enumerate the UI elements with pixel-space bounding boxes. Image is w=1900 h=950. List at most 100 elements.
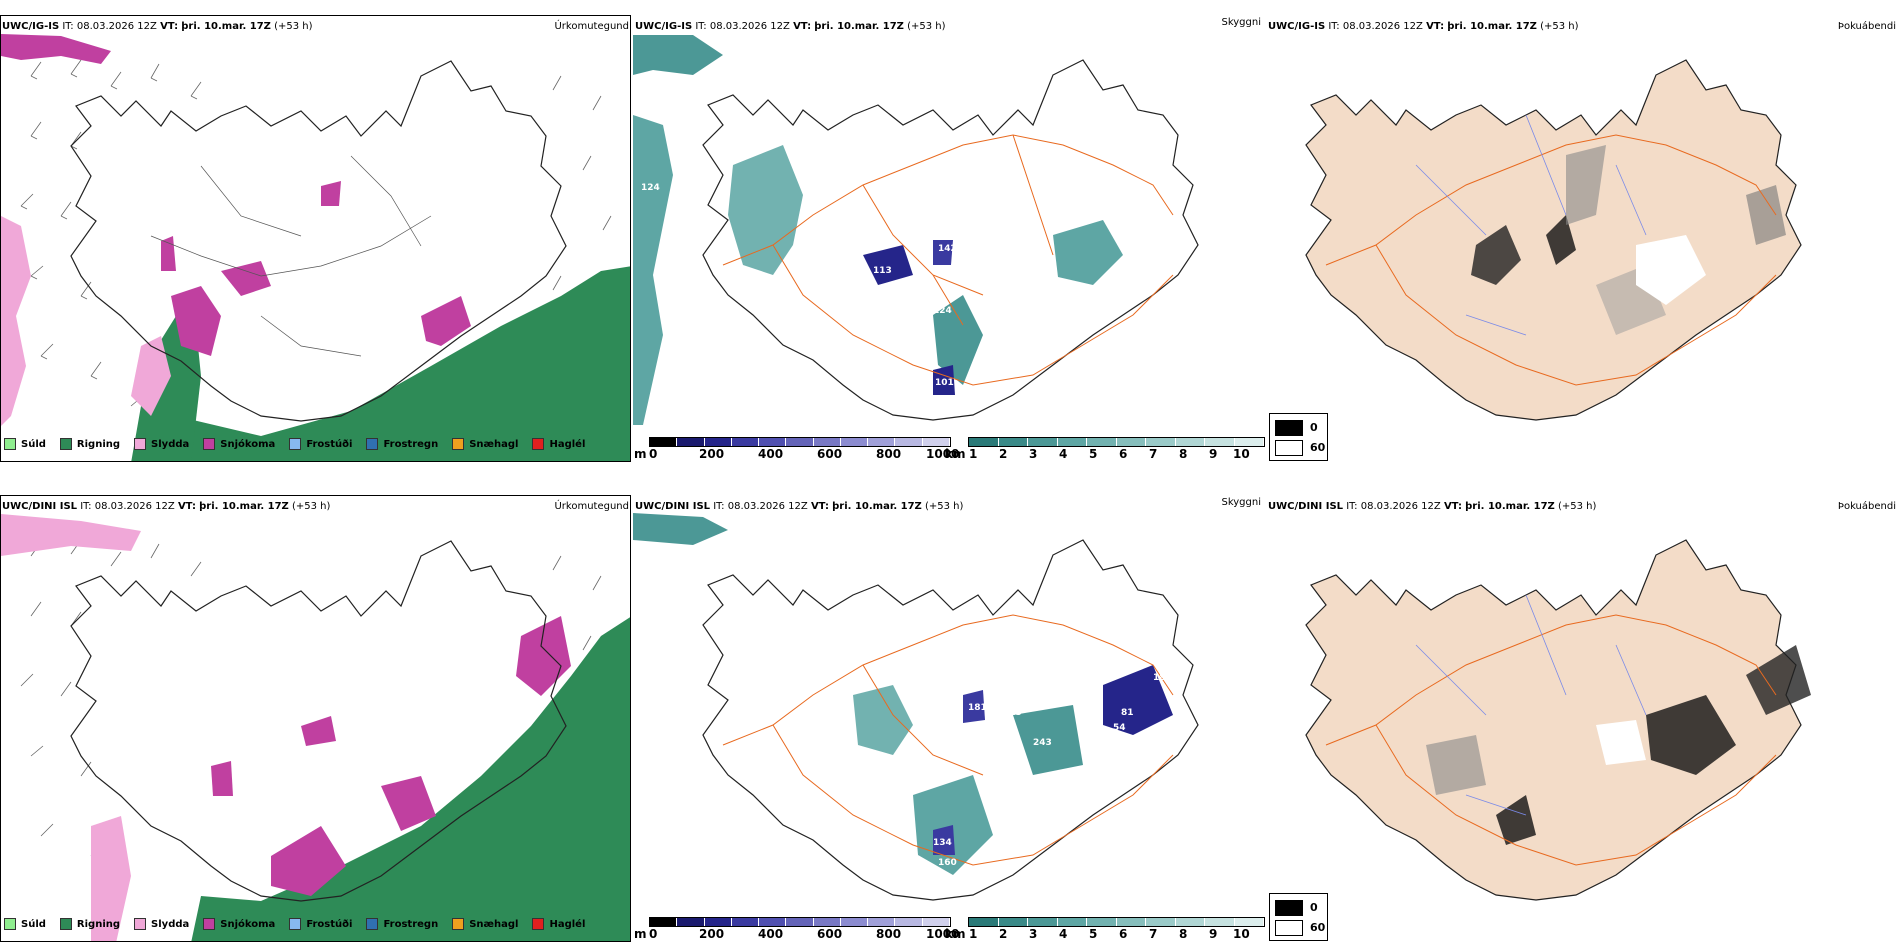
ceiling-colorbar [649,917,951,927]
iceland-outline [702,539,1199,901]
visibility-tick: 6 [1119,927,1128,941]
legend-item-freezing-rain: Frostregn [366,918,438,930]
legend-label: Haglél [549,918,586,930]
legend-label: Snæhagl [469,918,519,930]
cloud-area-e [1053,220,1123,285]
legend-swatch [134,438,147,450]
iceland-outline [70,60,567,422]
visibility-tick: 7 [1149,447,1158,461]
legend-swatch [532,438,545,450]
legend-item-snow: Snjókoma [203,918,275,930]
fog-label-high: 60 [1310,441,1326,454]
cbar-seg [1234,918,1264,926]
cbar-seg [895,918,923,926]
ceiling-tick: 600 [817,927,843,941]
ceiling-label: 134 [933,838,952,848]
cbar-seg [759,918,787,926]
rain-area [131,266,630,461]
road-network [722,614,1174,866]
fog-title: Þokuábendi [1837,21,1896,32]
precip-map-canvas [1,34,630,461]
precip-title: Úrkomutegund [554,501,629,512]
init-time-label: IT: [713,501,725,512]
lead-time: (+53 h) [924,501,964,512]
cbar-seg [731,918,760,926]
ceiling-labels: 124 272 113 142 124 101 222 [641,183,957,388]
lead-time: (+53 h) [1557,501,1597,512]
fog-label-low: 0 [1310,421,1318,434]
snow-patch-1 [271,826,346,896]
sleet-patch [131,336,171,416]
cbar-seg [895,438,923,446]
ceiling-label: 184 [1153,673,1172,683]
model-name: UWC/IG-IS [1268,21,1326,32]
valid-time-value: þri. 10.mar. 17Z [814,21,904,32]
init-time-label: IT: [62,21,74,32]
ceiling-tick: 1000 [926,927,960,941]
cbar-seg [1116,438,1146,446]
sleet-area-nw [1,514,141,556]
legend-swatch [59,918,72,930]
ceiling-tick: 1000 [926,447,960,461]
precip-map-canvas [1,514,630,941]
sleet-area-w [91,816,131,941]
legend-label: Frostúði [306,438,353,450]
fog-swatch-low [1275,420,1303,436]
legend-swatch [289,918,302,930]
fog-header: UWC/IG-IS IT: 08.03.2026 12Z VT: þri. 10… [1268,21,1579,32]
visibility-tick: 8 [1179,927,1188,941]
ceiling-colorbar [649,437,951,447]
fog-grey-1 [1566,145,1606,225]
visibility-header: UWC/DINI ISL IT: 08.03.2026 12Z VT: þri.… [635,501,963,512]
legend-swatch [366,918,379,930]
legend-label: Frostregn [383,918,439,930]
visibility-tick: 1 [969,447,978,461]
cbar-seg [1087,918,1117,926]
legend-label: Rigning [76,918,121,930]
ceiling-labels: 181 134 160 81 54 184 243 525 [933,673,1172,868]
precip-header: UWC/DINI ISL IT: 08.03.2026 12Z VT: þri.… [2,501,330,512]
visibility-panel: 181 134 160 81 54 184 243 525 Skyggni [633,480,1266,948]
visibility-tick: 10 [1233,927,1250,941]
valid-time-label: VT: [793,21,812,32]
fog-white-1 [1596,720,1646,765]
legend-item-drizzle: Súld [4,438,46,450]
legend-label: Frostúði [306,918,353,930]
visibility-title: Skyggni [1221,497,1261,508]
fog-swatch-high [1275,440,1303,456]
snow-patch-4 [301,716,336,746]
init-time-value: 08.03.2026 12Z [727,501,808,512]
sleet-area [1,216,31,426]
precip-map [0,15,631,462]
ceiling-tick: 600 [817,447,843,461]
rain-area [191,617,630,941]
init-time-value: 08.03.2026 12Z [94,501,175,512]
legend-swatch [4,438,16,450]
cbar-seg [1146,918,1176,926]
legend-label: Snjókoma [220,918,276,930]
valid-time-label: VT: [1443,501,1462,512]
iceland-outline [70,540,567,902]
cbar-seg [1146,438,1176,446]
visibility-tick: 3 [1029,927,1038,941]
legend-label: Haglél [549,438,586,450]
legend-swatch [134,918,147,930]
visibility-colorbar [968,917,1265,927]
valid-time-value: þri. 10.mar. 17Z [1465,501,1555,512]
visibility-tick: 5 [1089,447,1098,461]
legend-item-rain: Rigning [59,918,121,930]
cbar-seg [1028,918,1058,926]
visibility-unit: km [945,447,966,461]
legend-item-rain: Rigning [59,438,120,450]
precip-title: Úrkomutegund [554,21,629,32]
visibility-tick: 4 [1059,927,1068,941]
valid-time-value: þri. 10.mar. 17Z [1447,21,1537,32]
cbar-seg [813,918,841,926]
visibility-tick: 1 [969,927,978,941]
river-network [1415,594,1647,816]
valid-time-value: þri. 10.mar. 17Z [199,501,289,512]
ceiling-tick: 400 [758,927,784,941]
cbar-seg [1116,918,1146,926]
legend-label: Frostregn [383,438,439,450]
cloud-area-e [1013,705,1083,775]
